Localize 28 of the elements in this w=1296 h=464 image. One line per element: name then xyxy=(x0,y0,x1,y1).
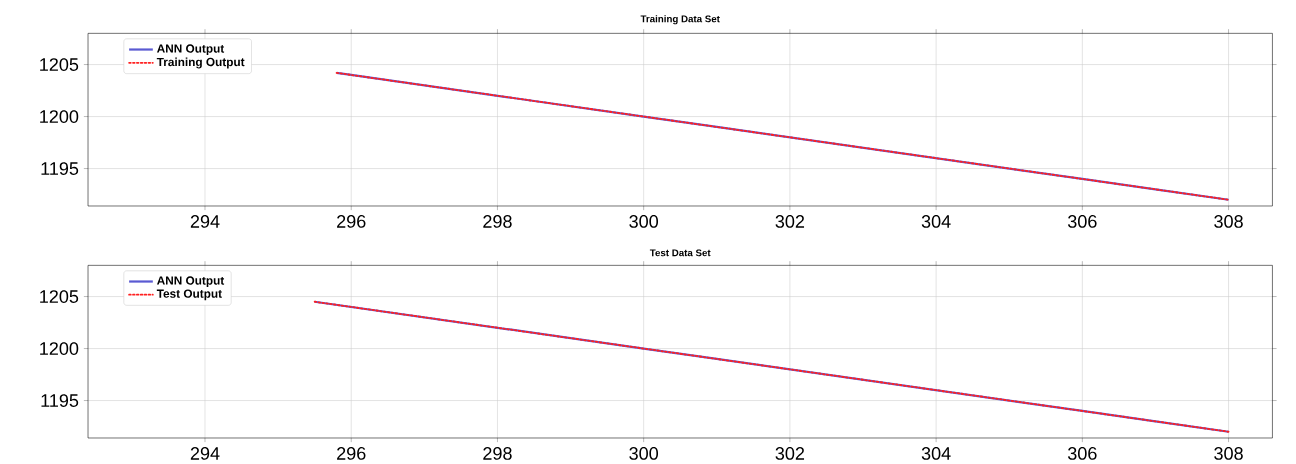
x-tick-label: 306 xyxy=(1067,215,1097,228)
x-tick-label: 304 xyxy=(921,447,951,460)
y-tick-label: 1205 xyxy=(40,290,79,303)
y-tick-label: 1205 xyxy=(40,58,79,71)
x-tick-label: 306 xyxy=(1067,447,1097,460)
x-tick-label: 294 xyxy=(190,215,220,228)
legend-label: ANN Output xyxy=(156,44,225,56)
x-tick-label: 296 xyxy=(337,447,366,460)
legend-label: ANN Output xyxy=(156,276,225,288)
legend-label: Test Output xyxy=(156,289,222,301)
x-tick-label: 304 xyxy=(921,215,951,228)
chart-title: Training Data Set xyxy=(640,15,720,25)
x-tick-label: 302 xyxy=(775,215,805,228)
x-tick-label: 296 xyxy=(337,215,366,228)
x-tick-label: 308 xyxy=(1214,447,1243,460)
x-tick-label: 300 xyxy=(629,215,659,228)
x-tick-label: 294 xyxy=(190,447,220,460)
y-tick-label: 1200 xyxy=(40,110,79,123)
x-tick-label: 298 xyxy=(483,447,512,460)
y-tick-label: 1195 xyxy=(41,394,79,407)
x-tick-label: 298 xyxy=(483,215,512,228)
y-tick-label: 1195 xyxy=(41,162,79,175)
x-tick-label: 302 xyxy=(775,447,805,460)
x-tick-label: 300 xyxy=(629,447,659,460)
y-tick-label: 1200 xyxy=(40,342,79,355)
legend-label: Training Output xyxy=(156,57,245,69)
chart-title: Test Data Set xyxy=(649,249,711,257)
x-tick-label: 308 xyxy=(1214,215,1243,228)
